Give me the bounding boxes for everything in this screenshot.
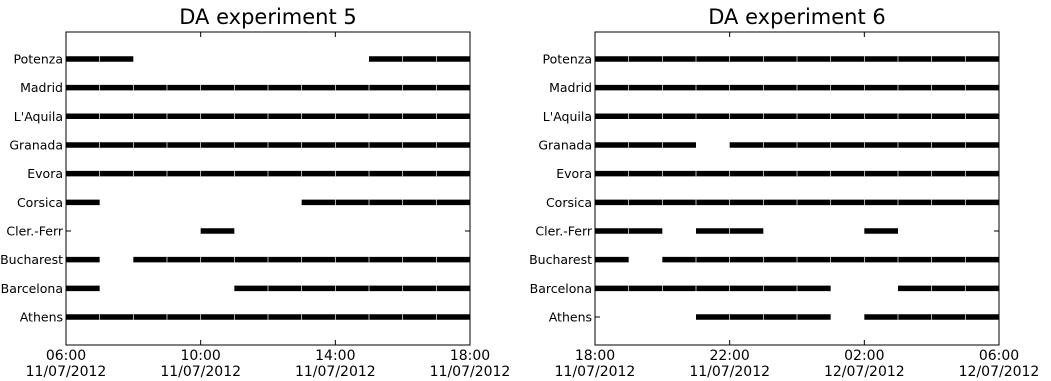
y-tick-label: Granada [538,137,592,152]
x-tick-time-label: 02:00 [844,348,884,364]
y-tick-label: Athens [549,310,592,325]
y-tick-label: Madrid [20,80,63,95]
y-tick-label: Potenza [543,51,592,66]
x-tick-date-label: 12/07/2012 [959,364,1040,380]
x-tick-time-label: 18:00 [450,348,490,364]
x-tick-time-label: 10:00 [180,348,220,364]
x-tick-date-label: 11/07/2012 [26,364,107,380]
chart-panel-experiment-6: DA experiment 6 Athens Barcelona Bucharest C… [529,5,1039,380]
x-tick-time-label: 14:00 [315,348,355,364]
chart-title: DA experiment 5 [179,5,357,29]
x-tick-time-label: 18:00 [575,348,615,364]
x-tick-time-label: 22:00 [709,348,749,364]
y-tick-label: Cler.-Ferr [6,223,63,238]
y-tick-label: Corsica [17,195,63,210]
chart-panel-experiment-5: DA experiment 5 Athens Barcelona Bucharest C… [0,5,510,380]
y-tick-label: Bucharest [529,252,592,267]
x-tick-date-label: 11/07/2012 [430,364,511,380]
plot-frame [65,31,471,346]
x-tick-date-label: 11/07/2012 [555,364,636,380]
y-tick-label: Potenza [14,51,63,66]
chart-title: DA experiment 6 [708,5,886,29]
x-tick-date-label: 11/07/2012 [689,364,770,380]
y-tick-label: Barcelona [1,281,63,296]
y-tick-label: L'Aquila [543,109,592,124]
x-tick-date-label: 11/07/2012 [160,364,241,380]
y-tick-label: L'Aquila [14,109,63,124]
y-tick-label: Corsica [546,195,592,210]
x-tick-time-label: 06:00 [46,348,86,364]
x-tick-time-label: 06:00 [979,348,1019,364]
y-tick-label: Bucharest [0,252,63,267]
x-tick-date-label: 12/07/2012 [824,364,905,380]
y-tick-label: Athens [20,310,63,325]
x-tick-date-label: 11/07/2012 [295,364,376,380]
y-tick-label: Granada [9,137,63,152]
y-tick-label: Barcelona [530,281,592,296]
y-tick-label: Cler.-Ferr [535,223,592,238]
plot-frame [594,31,1000,346]
y-tick-label: Evora [556,166,592,181]
y-tick-label: Evora [27,166,63,181]
y-tick-label: Madrid [549,80,592,95]
